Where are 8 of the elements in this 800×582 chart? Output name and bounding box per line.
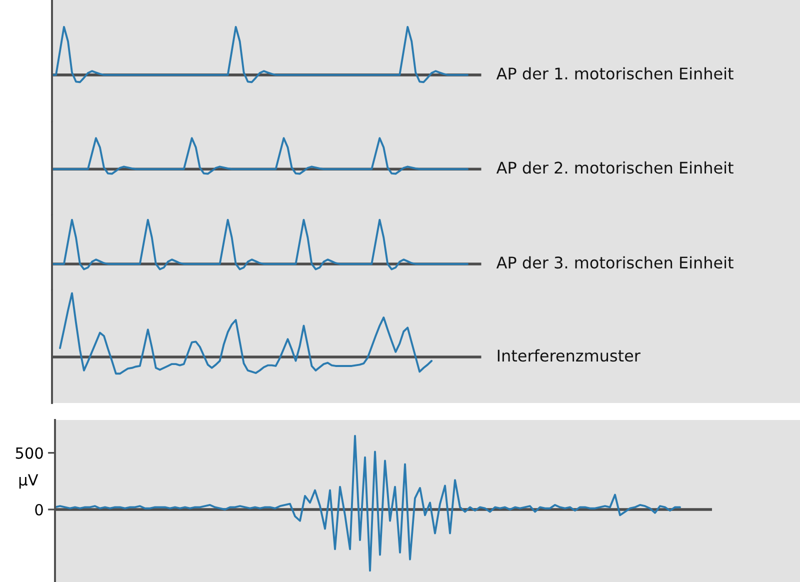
text: Interferenzmuster (498, 349, 640, 362)
y-tick-label: 0 (35, 504, 43, 516)
series-label: AP der 2. motorischen Einheit (496, 161, 734, 174)
line-series (55, 434, 681, 572)
y-tick-label: 500 (16, 447, 43, 459)
series-label: AP der 1. motorischen Einheit (496, 67, 734, 80)
series-label: AP der 3. motorischen Einheit (496, 256, 734, 269)
y-axis-title: µV (19, 474, 38, 489)
